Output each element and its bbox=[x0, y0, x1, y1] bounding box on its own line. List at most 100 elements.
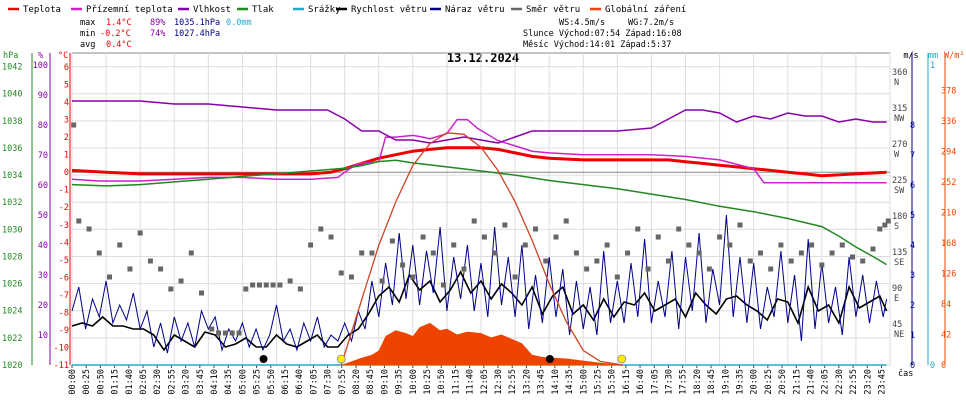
y-tick-direction-label: SE bbox=[894, 258, 904, 268]
wind-direction-point bbox=[512, 274, 518, 280]
wind-direction-point bbox=[400, 262, 406, 268]
y-tick-windspeed: 8 bbox=[910, 121, 915, 131]
x-tick-label: 00:25 bbox=[82, 369, 92, 395]
wind-direction-point bbox=[359, 250, 365, 256]
wind-direction-point bbox=[250, 282, 256, 288]
y-tick-direction-label: NE bbox=[894, 330, 904, 340]
wind-direction-point bbox=[850, 254, 856, 260]
x-tick-label: 08:45 bbox=[366, 369, 376, 395]
y-tick-windspeed: 3 bbox=[910, 271, 915, 281]
wind-direction-point bbox=[481, 234, 487, 240]
y-tick-radiation: 168 bbox=[941, 239, 956, 249]
y-tick-radiation: 0 bbox=[941, 361, 946, 371]
x-tick-label: 17:55 bbox=[679, 369, 689, 395]
wind-direction-point bbox=[706, 266, 712, 272]
x-tick-label: 05:00 bbox=[238, 369, 248, 395]
wind-direction-point bbox=[604, 242, 610, 248]
wind-direction-point bbox=[86, 226, 92, 232]
unit-mm: mm bbox=[928, 51, 938, 61]
y-tick-direction-label: NW bbox=[894, 114, 905, 124]
stats-max-hum: 89% bbox=[150, 18, 165, 28]
unit-pct: % bbox=[38, 51, 43, 61]
wind-direction-point bbox=[318, 226, 324, 232]
wind-direction-point bbox=[778, 242, 784, 248]
moon-times: Měsíc Východ:14:01 Západ:5:37 bbox=[523, 40, 671, 50]
y-tick-pressure: 1020 bbox=[2, 361, 22, 371]
wind-direction-point bbox=[461, 266, 467, 272]
moon-marker bbox=[545, 355, 554, 363]
wind-direction-point bbox=[236, 330, 242, 336]
info-panel: max 1.4°C 89% 1035.1hPa 0.0mm min -0.2°C… bbox=[80, 18, 682, 50]
wind-direction-point bbox=[188, 250, 194, 256]
y-tick-pressure: 1028 bbox=[2, 252, 22, 262]
x-tick-label: 16:40 bbox=[636, 369, 646, 395]
series-naraz-vetru bbox=[71, 214, 888, 354]
y-tick-windspeed: 4 bbox=[910, 241, 915, 251]
x-tick-label: 11:40 bbox=[466, 369, 476, 395]
x-tick-label: 06:15 bbox=[281, 369, 291, 395]
wind-direction-point bbox=[137, 230, 143, 236]
x-tick-label: 19:35 bbox=[735, 369, 745, 395]
y-tick-pressure: 1038 bbox=[2, 117, 22, 127]
stats-avg-label: avg bbox=[80, 40, 95, 50]
wind-direction-point bbox=[614, 274, 620, 280]
x-tick-label: 22:05 bbox=[821, 369, 831, 395]
y-tick-temperature: 0 bbox=[64, 168, 69, 178]
x-tick-label: 14:10 bbox=[551, 369, 561, 395]
y-tick-direction: 360 bbox=[892, 68, 907, 78]
y-tick-pressure: 1040 bbox=[2, 90, 22, 100]
wind-direction-point bbox=[338, 270, 344, 276]
x-tick-label: 22:30 bbox=[835, 369, 845, 395]
stats-min-hum: 74% bbox=[150, 29, 165, 39]
y-tick-pressure: 1042 bbox=[2, 63, 22, 73]
y-tick-pressure: 1026 bbox=[2, 280, 22, 290]
y-tick-temperature: -9 bbox=[59, 326, 69, 336]
x-tick-label: 06:40 bbox=[295, 369, 305, 395]
y-tick-direction: 135 bbox=[892, 248, 907, 258]
y-tick-humidity: 40 bbox=[38, 241, 48, 251]
unit-hpa: hPa bbox=[3, 51, 18, 61]
y-tick-radiation: 126 bbox=[941, 270, 956, 280]
sun-times: Slunce Východ:07:54 Západ:16:08 bbox=[523, 29, 682, 39]
y-tick-temperature: -5 bbox=[59, 256, 69, 266]
x-tick-label: 17:05 bbox=[650, 369, 660, 395]
x-tick-label: 23:45 bbox=[877, 369, 887, 395]
series-rychlost-vetru bbox=[71, 270, 888, 352]
wind-direction-point bbox=[533, 226, 539, 232]
series-vlhkost bbox=[72, 100, 887, 144]
x-tick-label: 11:15 bbox=[451, 369, 461, 395]
wind-direction-point bbox=[522, 242, 528, 248]
x-tick-label: 04:10 bbox=[210, 369, 220, 395]
wind-direction-point bbox=[389, 238, 395, 244]
wind-direction-point bbox=[127, 266, 133, 272]
plot-area bbox=[71, 100, 891, 366]
wind-direction-point bbox=[420, 234, 426, 240]
wind-direction-point bbox=[430, 250, 436, 256]
x-tick-label: 01:15 bbox=[111, 369, 121, 395]
wind-ws: WS:4.5m/s bbox=[559, 18, 605, 28]
x-tick-label: 10:50 bbox=[437, 369, 447, 395]
y-tick-temperature: -8 bbox=[59, 308, 69, 318]
wind-direction-point bbox=[877, 226, 883, 232]
y-tick-radiation: 84 bbox=[941, 300, 951, 310]
y-tick-temperature: -2 bbox=[59, 203, 69, 213]
wind-direction-point bbox=[885, 218, 891, 224]
wind-direction-point bbox=[737, 222, 743, 228]
x-tick-label: 05:25 bbox=[253, 369, 263, 395]
y-tick-direction-label: E bbox=[894, 294, 899, 304]
x-tick-label: 13:45 bbox=[537, 369, 547, 395]
x-tick-label: 00:00 bbox=[68, 369, 78, 395]
y-tick-direction-label: W bbox=[894, 150, 900, 160]
series-tlak bbox=[71, 159, 887, 266]
x-tick-label: 14:35 bbox=[565, 369, 575, 395]
x-tick-label: 08:20 bbox=[352, 369, 362, 395]
x-tick-label: 16:15 bbox=[622, 369, 632, 395]
x-tick-label: 12:55 bbox=[508, 369, 518, 395]
y-tick-temperature: 1 bbox=[64, 151, 69, 161]
y-tick-windspeed: 0 bbox=[910, 361, 915, 371]
y-tick-direction: 270 bbox=[892, 140, 907, 150]
y-tick-radiation: 294 bbox=[941, 148, 956, 158]
wind-direction-point bbox=[492, 250, 498, 256]
unit-cas: čas bbox=[898, 368, 913, 379]
